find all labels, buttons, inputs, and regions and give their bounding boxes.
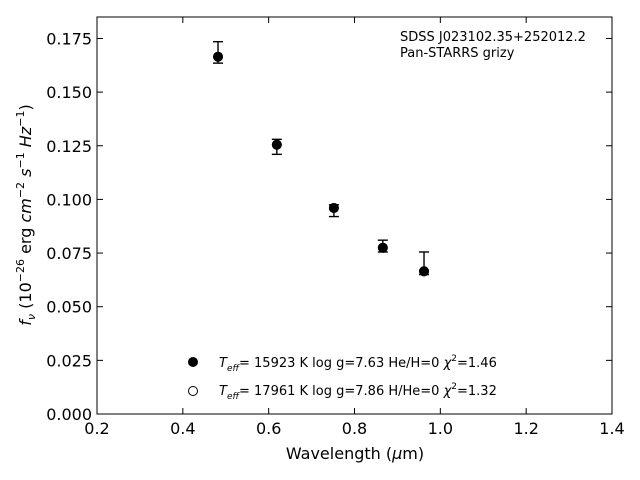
y-tick-label: 0.000	[46, 405, 92, 424]
y-axis-label: fν (10−26 erg cm−2 s−1 Hz−1)	[14, 104, 38, 325]
x-tick-label: 0.4	[170, 419, 195, 438]
model-point-filled	[271, 139, 282, 150]
x-axis-label: Wavelength (μm)	[286, 444, 424, 463]
y-tick-label: 0.025	[46, 351, 92, 370]
y-tick-label: 0.050	[46, 298, 92, 317]
y-tick-label: 0.100	[46, 190, 92, 209]
y-tick-label: 0.150	[46, 83, 92, 102]
x-tick-label: 0.8	[342, 419, 367, 438]
error-bars	[213, 40, 430, 276]
legend-marker-filled-circle	[188, 357, 198, 367]
x-axis: 0.2 0.4 0.6 0.8 1.0 1.2 1.4	[84, 17, 625, 438]
legend: Teff= 15923 K log g=7.63 He/H=0 χ2=1.46 …	[188, 354, 497, 402]
x-tick-label: 0.2	[84, 419, 109, 438]
legend-marker-open-circle	[188, 386, 198, 396]
annotation-object-name: SDSS J023102.35+252012.2	[400, 30, 586, 45]
y-axis: 0.000 0.025 0.050 0.075 0.100 0.125 0.150 0.175	[46, 29, 612, 424]
model-point-filled	[419, 266, 430, 277]
model-point-filled	[213, 51, 224, 62]
x-tick-label: 1.0	[428, 419, 453, 438]
legend-label-model-2: Teff= 17961 K log g=7.86 H/He=0 χ2=1.32	[219, 382, 497, 402]
legend-label-model-1: Teff= 15923 K log g=7.63 He/H=0 χ2=1.46	[219, 354, 497, 374]
y-tick-label: 0.075	[46, 244, 92, 263]
y-tick-label: 0.175	[46, 29, 92, 48]
x-tick-label: 0.6	[256, 419, 281, 438]
x-tick-label: 1.2	[513, 419, 538, 438]
model-point-filled	[377, 242, 388, 253]
data-points	[213, 51, 430, 277]
y-tick-label: 0.125	[46, 137, 92, 156]
plot-area-frame	[96, 16, 613, 415]
model-point-filled	[328, 202, 339, 213]
x-tick-label: 1.4	[599, 419, 624, 438]
annotation-survey-name: Pan-STARRS grizy	[400, 46, 515, 61]
